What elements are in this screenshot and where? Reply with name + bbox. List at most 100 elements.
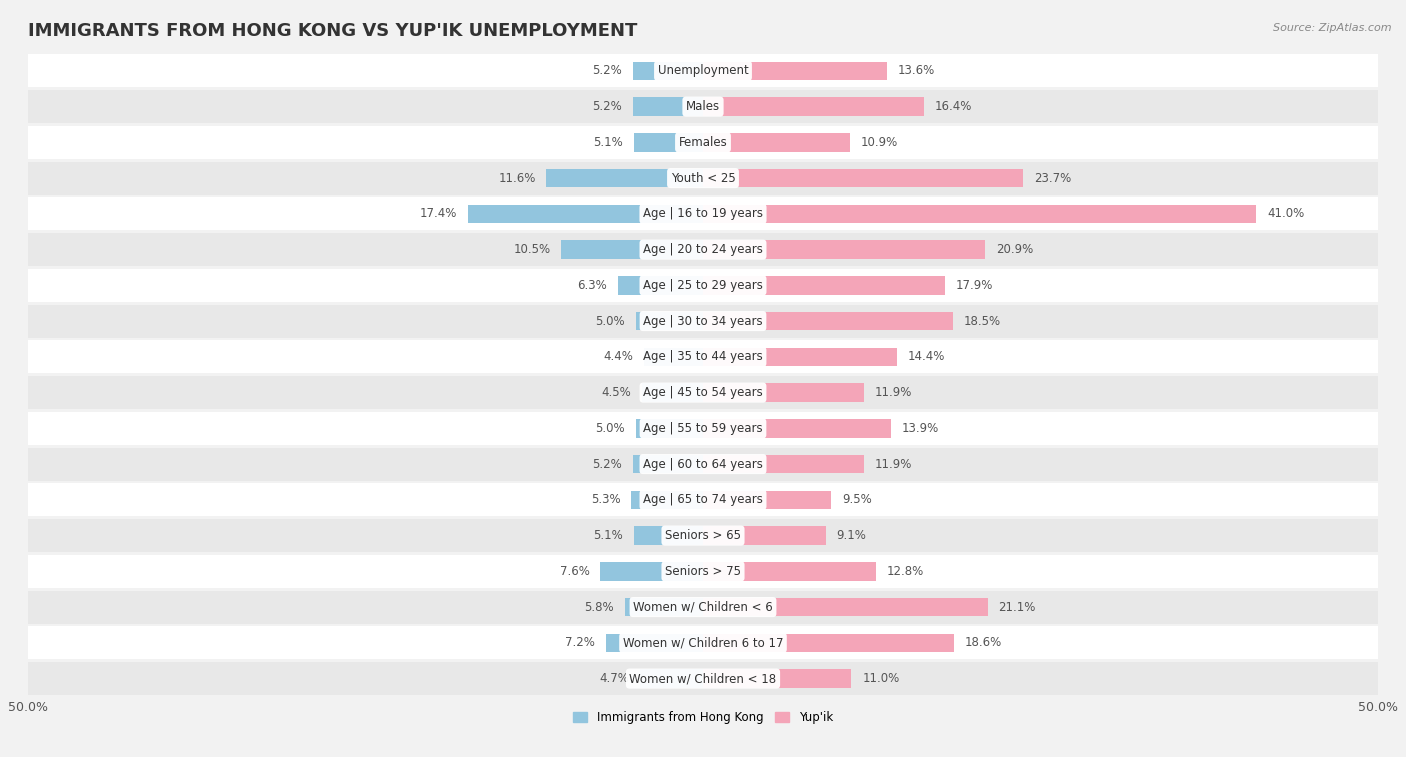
Text: Age | 35 to 44 years: Age | 35 to 44 years	[643, 350, 763, 363]
Bar	[28, 626, 1378, 659]
Bar	[703, 204, 1257, 223]
Text: 11.9%: 11.9%	[875, 386, 912, 399]
Bar	[28, 590, 1378, 624]
Bar	[703, 562, 876, 581]
Text: Age | 20 to 24 years: Age | 20 to 24 years	[643, 243, 763, 256]
Bar	[703, 669, 852, 688]
Bar	[703, 526, 825, 545]
Text: Seniors > 75: Seniors > 75	[665, 565, 741, 578]
Text: 7.2%: 7.2%	[565, 637, 595, 650]
Bar	[640, 669, 703, 688]
Text: 14.4%: 14.4%	[908, 350, 946, 363]
Bar	[28, 304, 1378, 338]
Text: Age | 60 to 64 years: Age | 60 to 64 years	[643, 457, 763, 471]
Text: Age | 30 to 34 years: Age | 30 to 34 years	[643, 315, 763, 328]
Text: Males: Males	[686, 100, 720, 113]
Bar	[28, 555, 1378, 587]
Text: 5.1%: 5.1%	[593, 136, 623, 149]
Text: 5.2%: 5.2%	[592, 64, 621, 77]
Text: 21.1%: 21.1%	[998, 600, 1036, 614]
Text: 10.9%: 10.9%	[860, 136, 898, 149]
Bar	[703, 491, 831, 509]
Text: 18.5%: 18.5%	[963, 315, 1001, 328]
Bar	[631, 491, 703, 509]
Bar	[633, 98, 703, 116]
Bar	[703, 347, 897, 366]
Text: Unemployment: Unemployment	[658, 64, 748, 77]
Bar	[547, 169, 703, 188]
Bar	[600, 562, 703, 581]
Bar	[636, 419, 703, 438]
Bar	[703, 419, 890, 438]
Text: Age | 55 to 59 years: Age | 55 to 59 years	[643, 422, 763, 435]
Bar	[703, 455, 863, 473]
Bar	[703, 169, 1024, 188]
Bar	[561, 240, 703, 259]
Bar	[28, 662, 1378, 695]
Text: Age | 25 to 29 years: Age | 25 to 29 years	[643, 279, 763, 292]
Bar	[28, 55, 1378, 87]
Text: 9.1%: 9.1%	[837, 529, 866, 542]
Text: IMMIGRANTS FROM HONG KONG VS YUP'IK UNEMPLOYMENT: IMMIGRANTS FROM HONG KONG VS YUP'IK UNEM…	[28, 22, 637, 40]
Text: 11.6%: 11.6%	[498, 172, 536, 185]
Bar	[28, 376, 1378, 409]
Text: Females: Females	[679, 136, 727, 149]
Text: 17.4%: 17.4%	[420, 207, 457, 220]
Text: 11.9%: 11.9%	[875, 457, 912, 471]
Bar	[28, 90, 1378, 123]
Bar	[28, 126, 1378, 159]
Text: Age | 45 to 54 years: Age | 45 to 54 years	[643, 386, 763, 399]
Text: 5.8%: 5.8%	[585, 600, 614, 614]
Bar	[28, 341, 1378, 373]
Bar	[28, 447, 1378, 481]
Text: 9.5%: 9.5%	[842, 494, 872, 506]
Text: 10.5%: 10.5%	[513, 243, 551, 256]
Text: Women w/ Children < 6: Women w/ Children < 6	[633, 600, 773, 614]
Legend: Immigrants from Hong Kong, Yup'ik: Immigrants from Hong Kong, Yup'ik	[568, 707, 838, 729]
Text: 18.6%: 18.6%	[965, 637, 1002, 650]
Bar	[634, 133, 703, 151]
Text: 16.4%: 16.4%	[935, 100, 973, 113]
Bar	[606, 634, 703, 652]
Bar	[619, 276, 703, 294]
Text: 4.4%: 4.4%	[603, 350, 633, 363]
Bar	[644, 347, 703, 366]
Text: 13.6%: 13.6%	[897, 64, 935, 77]
Text: 7.6%: 7.6%	[560, 565, 589, 578]
Text: 20.9%: 20.9%	[995, 243, 1033, 256]
Text: 4.5%: 4.5%	[602, 386, 631, 399]
Text: 5.0%: 5.0%	[595, 422, 624, 435]
Bar	[703, 634, 955, 652]
Text: 17.9%: 17.9%	[956, 279, 993, 292]
Text: Age | 65 to 74 years: Age | 65 to 74 years	[643, 494, 763, 506]
Text: 5.2%: 5.2%	[592, 457, 621, 471]
Text: Source: ZipAtlas.com: Source: ZipAtlas.com	[1274, 23, 1392, 33]
Text: Youth < 25: Youth < 25	[671, 172, 735, 185]
Text: 4.7%: 4.7%	[599, 672, 628, 685]
Bar	[28, 198, 1378, 230]
Bar	[703, 240, 986, 259]
Bar	[624, 598, 703, 616]
Bar	[636, 312, 703, 330]
Bar	[28, 412, 1378, 445]
Bar	[703, 598, 988, 616]
Bar	[28, 162, 1378, 195]
Text: Women w/ Children 6 to 17: Women w/ Children 6 to 17	[623, 637, 783, 650]
Text: 13.9%: 13.9%	[901, 422, 939, 435]
Bar	[633, 61, 703, 80]
Bar	[468, 204, 703, 223]
Bar	[703, 98, 924, 116]
Bar	[634, 526, 703, 545]
Bar	[703, 133, 851, 151]
Bar	[633, 455, 703, 473]
Bar	[28, 519, 1378, 552]
Text: 11.0%: 11.0%	[862, 672, 900, 685]
Bar	[28, 269, 1378, 302]
Bar	[28, 233, 1378, 266]
Text: 6.3%: 6.3%	[578, 279, 607, 292]
Text: 41.0%: 41.0%	[1267, 207, 1305, 220]
Bar	[703, 276, 945, 294]
Text: 5.1%: 5.1%	[593, 529, 623, 542]
Text: 5.3%: 5.3%	[591, 494, 620, 506]
Text: Women w/ Children < 18: Women w/ Children < 18	[630, 672, 776, 685]
